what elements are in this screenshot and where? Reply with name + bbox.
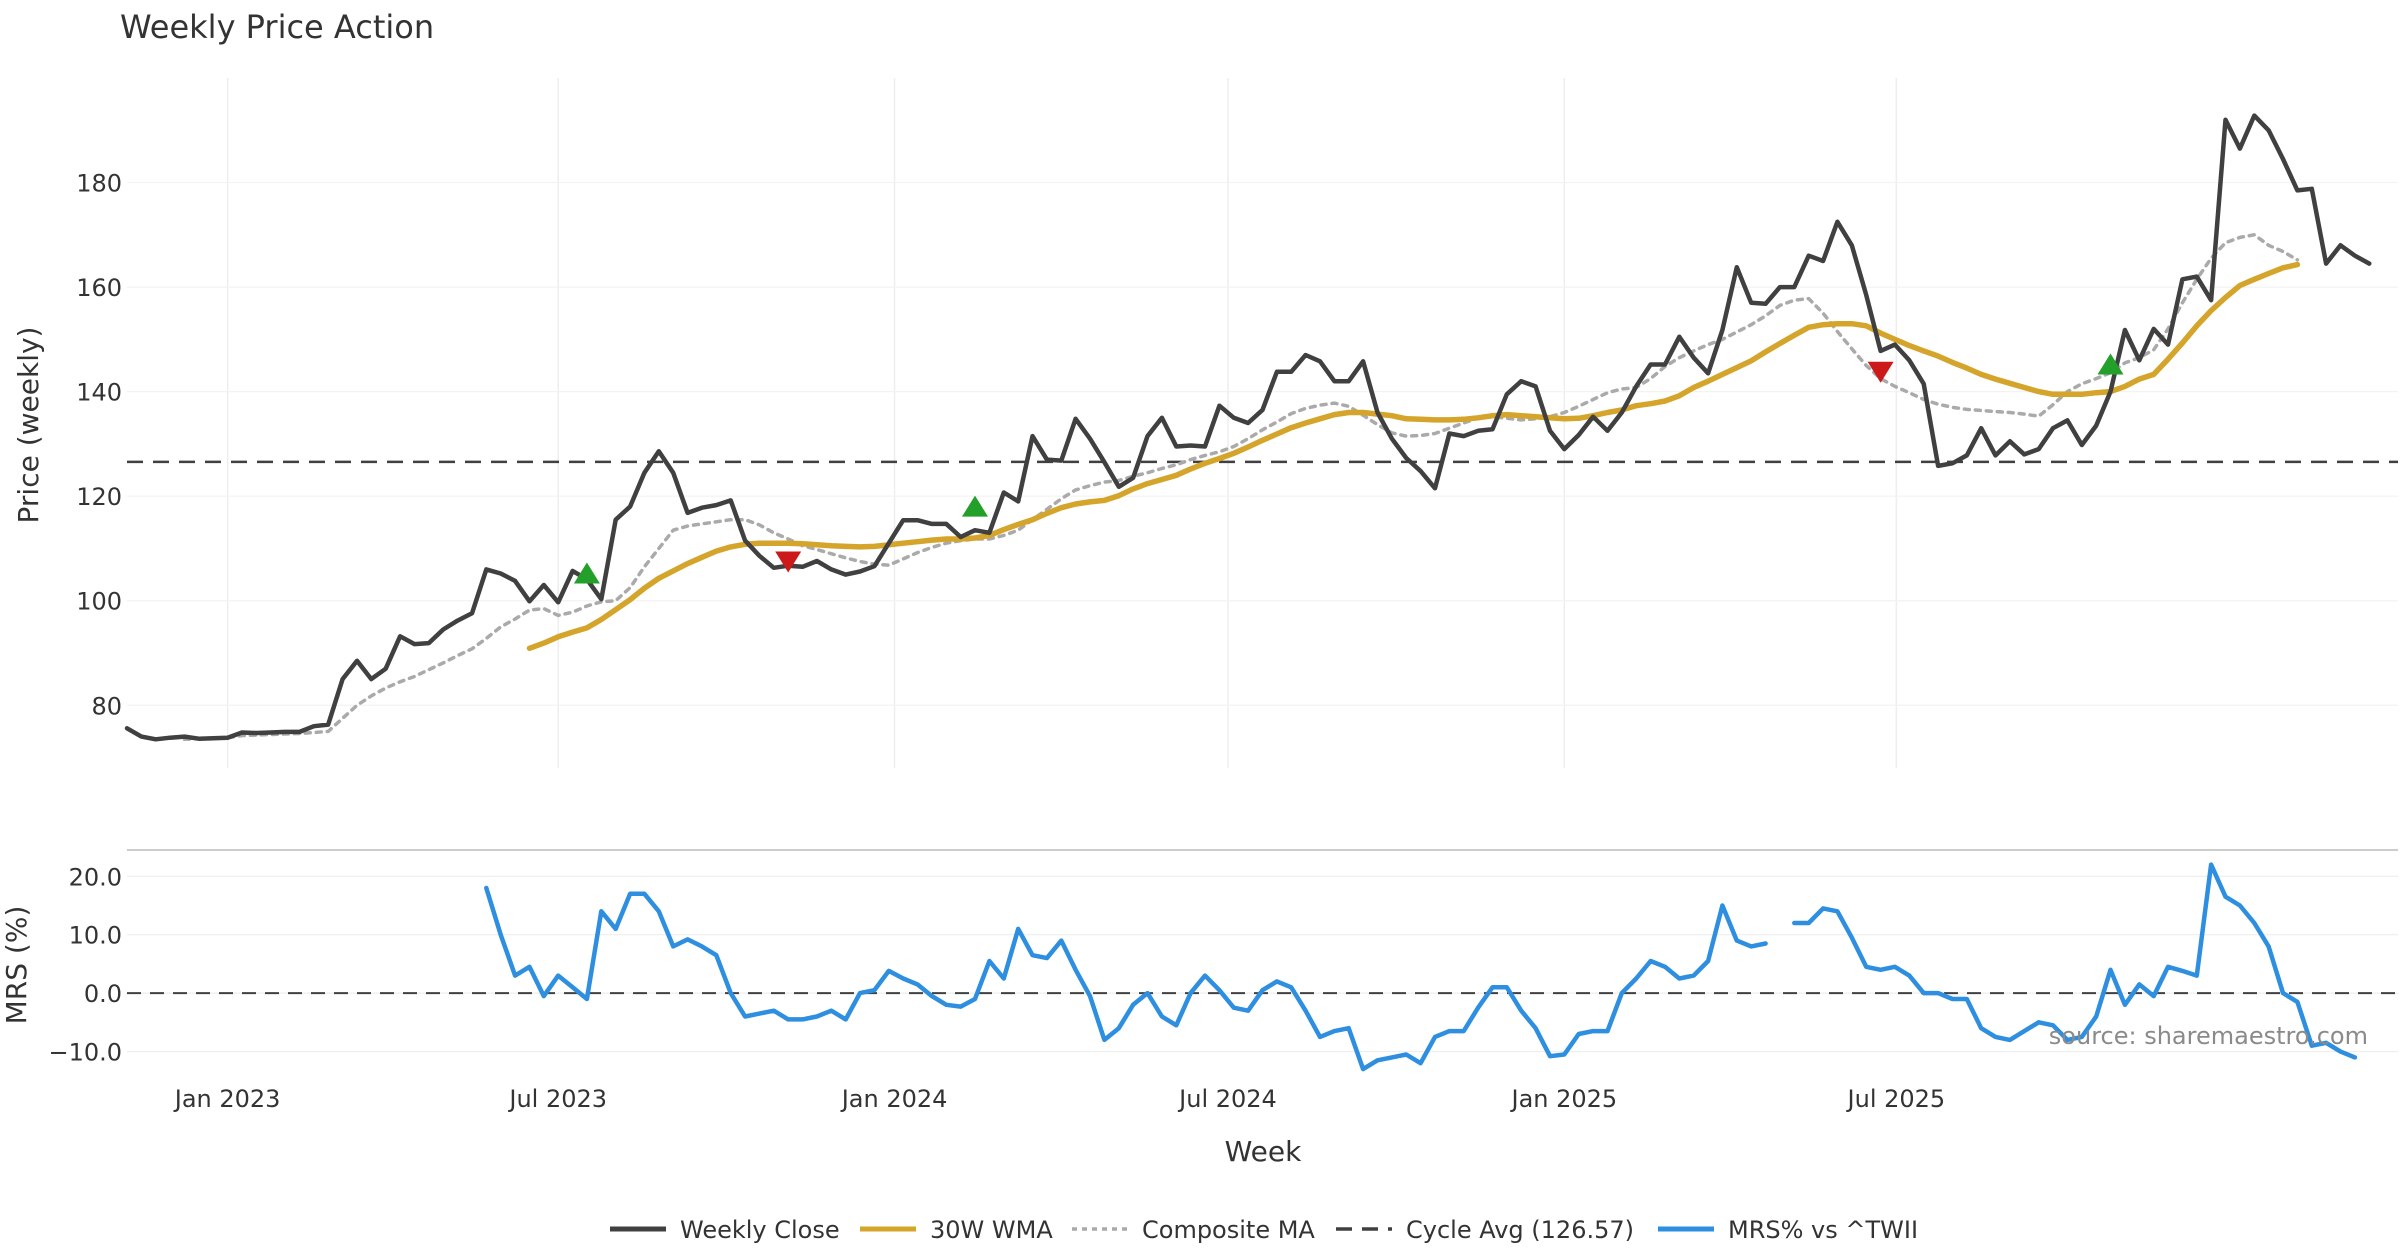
mrs-line bbox=[484, 862, 2358, 1072]
buy-signal-marker bbox=[2097, 353, 2124, 375]
x-tick-label: Jul 2023 bbox=[507, 1085, 607, 1113]
price-y-tick-label: 100 bbox=[76, 588, 122, 616]
mrs-y-axis-label: MRS (%) bbox=[0, 906, 33, 1025]
mrs-y-tick-label: 0.0 bbox=[84, 980, 122, 1008]
composite-ma-line bbox=[182, 233, 2300, 742]
mrs-y-tick-label: −10.0 bbox=[48, 1039, 122, 1067]
x-axis-ticks: Jan 2023 Jul 2023 Jan 2024 Jul 2024 Jan 2025… bbox=[173, 1085, 1945, 1113]
price-y-tick-label: 160 bbox=[76, 274, 122, 302]
legend-label: Weekly Close bbox=[680, 1216, 840, 1244]
watermark: source: sharemaestro.com bbox=[2049, 1022, 2368, 1050]
legend-label: 30W WMA bbox=[930, 1216, 1053, 1244]
x-tick-label: Jan 2023 bbox=[173, 1085, 281, 1113]
x-tick-label: Jan 2024 bbox=[840, 1085, 948, 1113]
x-tick-label: Jan 2025 bbox=[1509, 1085, 1617, 1113]
buy-signal-marker bbox=[573, 562, 600, 584]
mrs-y-tick-label: 20.0 bbox=[69, 863, 122, 891]
mrs-panel bbox=[127, 862, 2398, 1072]
price-y-axis-label: Price (weekly) bbox=[12, 327, 45, 524]
legend-label: Composite MA bbox=[1142, 1216, 1315, 1244]
price-panel bbox=[124, 113, 2398, 742]
price-y-tick-label: 120 bbox=[76, 483, 122, 511]
price-y-tick-label: 140 bbox=[76, 379, 122, 407]
x-tick-label: Jul 2025 bbox=[1846, 1085, 1946, 1113]
price-panel-gridlines: 80 100 120 140 160 180 bbox=[76, 78, 2398, 768]
buy-signal-marker bbox=[962, 495, 988, 517]
mrs-y-tick-label: 10.0 bbox=[69, 922, 122, 950]
mrs-panel-gridlines: −10.0 0.0 10.0 20.0 bbox=[48, 849, 2398, 1067]
x-tick-label: Jul 2024 bbox=[1177, 1085, 1277, 1113]
legend: Weekly Close 30W WMA Composite MA Cycle Avg… bbox=[610, 1216, 1918, 1244]
weekly-close-line bbox=[124, 113, 2372, 742]
legend-label: Cycle Avg (126.57) bbox=[1406, 1216, 1634, 1244]
price-y-tick-label: 180 bbox=[76, 170, 122, 198]
x-axis-label: Week bbox=[1225, 1135, 1302, 1168]
wma-30w-line bbox=[526, 261, 2301, 652]
legend-label: MRS% vs ^TWII bbox=[1728, 1216, 1918, 1244]
price-y-tick-label: 80 bbox=[91, 692, 122, 720]
sell-signal-marker bbox=[1867, 361, 1894, 383]
sell-signal-marker bbox=[775, 551, 802, 573]
chart-title: Weekly Price Action bbox=[120, 8, 434, 46]
